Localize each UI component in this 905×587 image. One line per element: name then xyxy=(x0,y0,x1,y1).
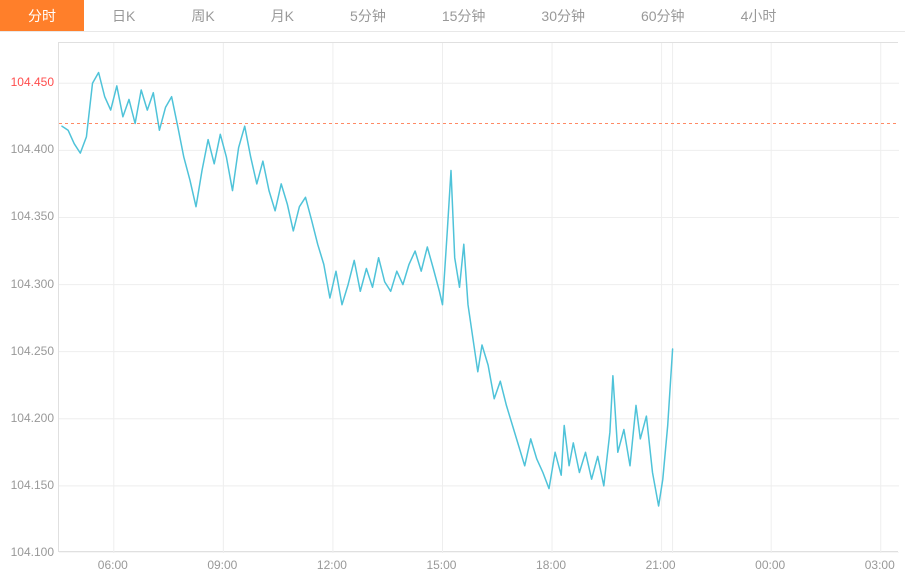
tab-4[interactable]: 5分钟 xyxy=(322,0,414,31)
tab-6[interactable]: 30分钟 xyxy=(513,0,613,31)
y-tick-label: 104.150 xyxy=(11,478,54,492)
x-tick-label: 18:00 xyxy=(536,558,566,572)
price-chart: 104.100 104.150 104.200 104.250 104.300 104.3… xyxy=(0,32,905,587)
y-tick-label: 104.300 xyxy=(11,277,54,291)
x-tick-label: 12:00 xyxy=(317,558,347,572)
tab-5[interactable]: 15分钟 xyxy=(414,0,514,31)
tab-3[interactable]: 月K xyxy=(243,0,322,31)
x-axis: 06:00 09:00 12:00 15:00 18:00 21:00 00:00 03:00 xyxy=(58,552,898,582)
timeframe-tabs: 分时日K周K月K5分钟15分钟30分钟60分钟4小时 xyxy=(0,0,905,32)
x-tick-label: 03:00 xyxy=(865,558,895,572)
y-tick-label: 104.100 xyxy=(11,545,54,559)
tab-0[interactable]: 分时 xyxy=(0,0,84,31)
y-axis: 104.100104.150104.200104.250104.300104.3… xyxy=(0,32,58,552)
y-tick-label: 104.400 xyxy=(11,142,54,156)
y-tick-label: 104.250 xyxy=(11,344,54,358)
y-tick-label: 104.350 xyxy=(11,209,54,223)
tab-8[interactable]: 4小时 xyxy=(713,0,805,31)
y-tick-label: 104.450 xyxy=(11,75,54,89)
x-tick-label: 21:00 xyxy=(646,558,676,572)
tab-2[interactable]: 周K xyxy=(163,0,242,31)
tab-7[interactable]: 60分钟 xyxy=(613,0,713,31)
y-tick-label: 104.200 xyxy=(11,411,54,425)
x-tick-label: 06:00 xyxy=(98,558,128,572)
tab-1[interactable]: 日K xyxy=(84,0,163,31)
x-tick-label: 15:00 xyxy=(426,558,456,572)
x-tick-label: 00:00 xyxy=(755,558,785,572)
chart-svg xyxy=(59,43,899,553)
plot-area xyxy=(58,42,898,552)
x-tick-label: 09:00 xyxy=(207,558,237,572)
